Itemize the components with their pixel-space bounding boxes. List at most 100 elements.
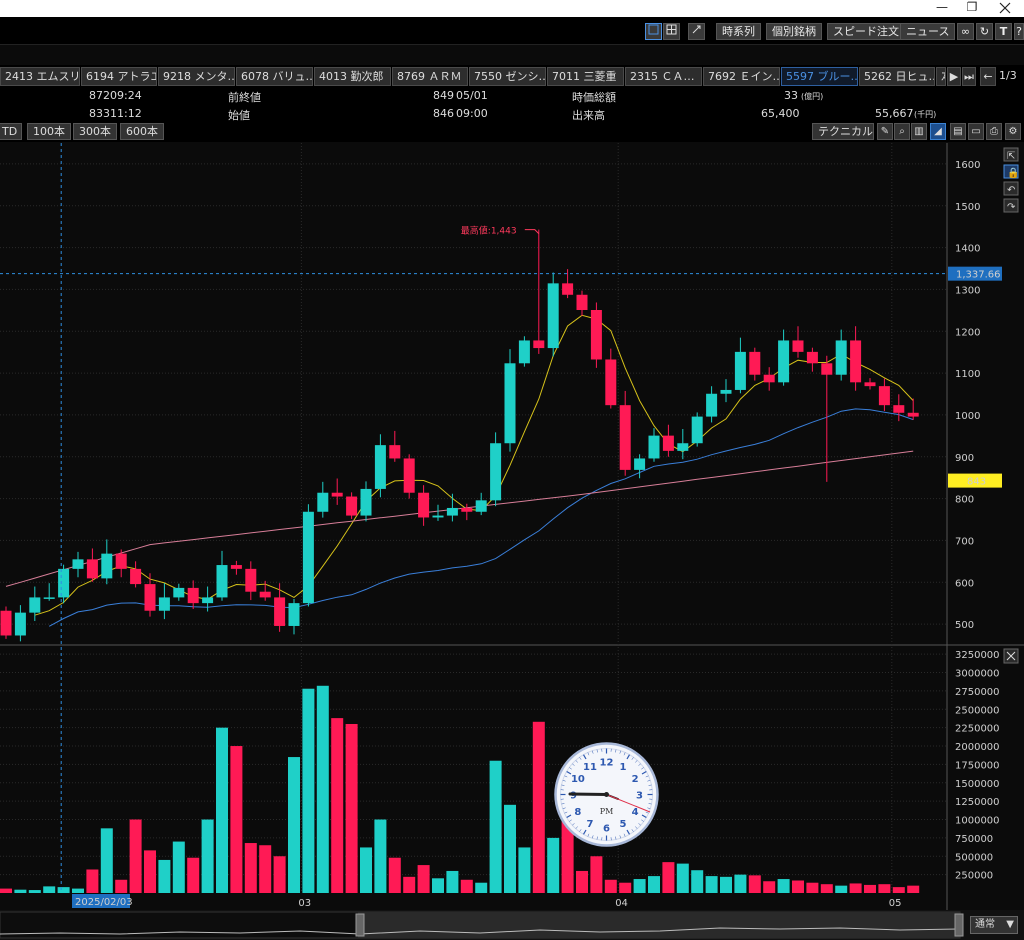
volume-bar — [302, 688, 315, 893]
clock-tick — [582, 829, 587, 835]
volume-bar — [28, 890, 41, 893]
candle-body — [749, 351, 761, 375]
candle-body — [605, 359, 617, 406]
tab-back-button[interactable]: ← — [980, 67, 996, 86]
window-titlebar: — ❐ — [0, 0, 1024, 17]
speed-order-button[interactable]: スピード注文 — [827, 23, 905, 40]
tab-7550[interactable]: 7550 ゼンシ… — [469, 67, 546, 86]
period-100-button[interactable]: 100本 — [27, 123, 71, 140]
play-icon: ▶ — [949, 70, 959, 83]
area-chart-button[interactable]: ◢ — [930, 123, 946, 140]
last-price-tag — [948, 473, 1002, 488]
volume-bar — [633, 879, 646, 893]
navigator-window[interactable] — [358, 912, 960, 938]
period-600-button[interactable]: 600本 — [120, 123, 164, 140]
mode-select[interactable]: 通常 ▼ — [970, 916, 1018, 934]
volume-bar — [115, 879, 128, 893]
pencil-icon: ✎ — [880, 126, 890, 137]
tab-8769[interactable]: 8769 ＡＲＭ — [392, 67, 468, 86]
redo-button[interactable] — [1003, 198, 1019, 213]
candle-body — [475, 500, 487, 512]
navigator-right-handle[interactable] — [954, 913, 964, 937]
tab-last-button[interactable]: ⏭ — [962, 67, 976, 86]
clock-number: 5 — [620, 819, 627, 830]
tab-5597[interactable]: 5597 ブルー… — [781, 67, 858, 86]
open-value: 846 — [433, 107, 454, 120]
tab-6078[interactable]: 6078 バリュ… — [236, 67, 313, 86]
draw-button[interactable]: ✎ — [877, 123, 893, 140]
minimize-button[interactable]: — — [936, 0, 948, 14]
clock-number: 10 — [571, 774, 585, 785]
clock-number: 11 — [583, 762, 597, 773]
candle-body — [835, 340, 847, 375]
tab-5262[interactable]: 5262 日ヒュ… — [859, 67, 935, 86]
volume-tick-label: 1750000 — [955, 760, 1000, 771]
clock-tick — [647, 780, 651, 782]
bar-chart-icon: ▥ — [914, 126, 924, 137]
tab-overflow[interactable]: ｽ — [936, 67, 946, 86]
individual-stock-button[interactable]: 個別銘柄 — [766, 23, 822, 40]
tab-7011[interactable]: 7011 三菱重 — [547, 67, 624, 86]
tab-2413[interactable]: 2413 エムスリー — [0, 67, 80, 86]
text-button[interactable]: T — [995, 23, 1012, 40]
undo-button[interactable] — [1003, 181, 1019, 196]
high-price-label: 最高値:1,443 — [461, 225, 517, 237]
period-td-button[interactable]: TD — [0, 123, 22, 140]
close-button[interactable] — [990, 0, 1020, 17]
clock-tick — [619, 835, 621, 839]
clock-tick — [579, 757, 582, 760]
tab-4013[interactable]: 4013 勤次郎 — [314, 67, 391, 86]
clock-tick — [623, 752, 626, 756]
tab-next-button[interactable]: ▶ — [947, 67, 961, 86]
lock-button[interactable] — [1003, 164, 1019, 179]
chart-background — [0, 143, 947, 910]
refresh-button[interactable]: ↻ — [976, 23, 993, 40]
volume-bar — [374, 819, 387, 893]
clock-tick — [569, 767, 572, 770]
timeseries-button[interactable]: 時系列 — [716, 23, 761, 40]
clock-tick — [645, 811, 649, 814]
candle-body — [144, 584, 156, 611]
navigator-left-handle[interactable] — [355, 913, 365, 937]
candle-body — [389, 445, 401, 459]
volume-bar — [388, 857, 401, 893]
volume-bar — [878, 884, 891, 893]
grid-pane-button[interactable] — [663, 23, 680, 40]
candle-body — [115, 553, 127, 569]
clock-tick — [564, 811, 568, 814]
clock-tick — [561, 803, 565, 805]
clock-tick — [641, 814, 647, 819]
single-pane-button[interactable] — [645, 23, 662, 40]
tab-9218[interactable]: 9218 メンタ… — [158, 67, 235, 86]
clock-tick — [631, 757, 634, 760]
expand-button[interactable] — [688, 23, 705, 40]
tab-6194[interactable]: 6194 アトラエ — [81, 67, 157, 86]
clock-number: 12 — [600, 758, 614, 769]
gear-icon: ⚙ — [1008, 126, 1018, 137]
technical-button[interactable]: テクニカル — [812, 123, 874, 140]
news-button[interactable]: ニュース — [900, 23, 956, 40]
stock-chart[interactable]: 1600150014001300120011001000900800700600… — [0, 0, 1024, 910]
collapse-button[interactable] — [1003, 147, 1019, 162]
navigator-bar: 通常 ▼ — [0, 910, 1024, 940]
volume-bar — [806, 882, 819, 893]
clock-number: 2 — [632, 774, 639, 785]
save-button[interactable]: ▤ — [950, 123, 966, 140]
candle-body — [274, 597, 286, 626]
skip-end-icon: ⏭ — [964, 70, 974, 83]
zoom-button[interactable]: ⌕ — [894, 123, 910, 140]
volume-bar — [187, 857, 200, 893]
print-button[interactable]: ⎙ — [986, 123, 1002, 140]
link-button[interactable]: ∞ — [957, 23, 974, 40]
tab-2315[interactable]: 2315 ＣＡ… — [625, 67, 702, 86]
tab-7692[interactable]: 7692 Ｅイン… — [703, 67, 780, 86]
settings-button[interactable]: ⚙ — [1005, 123, 1021, 140]
folder-icon: ▭ — [971, 126, 981, 137]
restore-button[interactable]: ❐ — [966, 0, 978, 14]
open-folder-button[interactable]: ▭ — [968, 123, 984, 140]
bar-chart-button[interactable]: ▥ — [911, 123, 927, 140]
clock-tick — [587, 833, 590, 837]
period-300-button[interactable]: 300本 — [73, 123, 117, 140]
navigator-track[interactable] — [0, 910, 1024, 940]
